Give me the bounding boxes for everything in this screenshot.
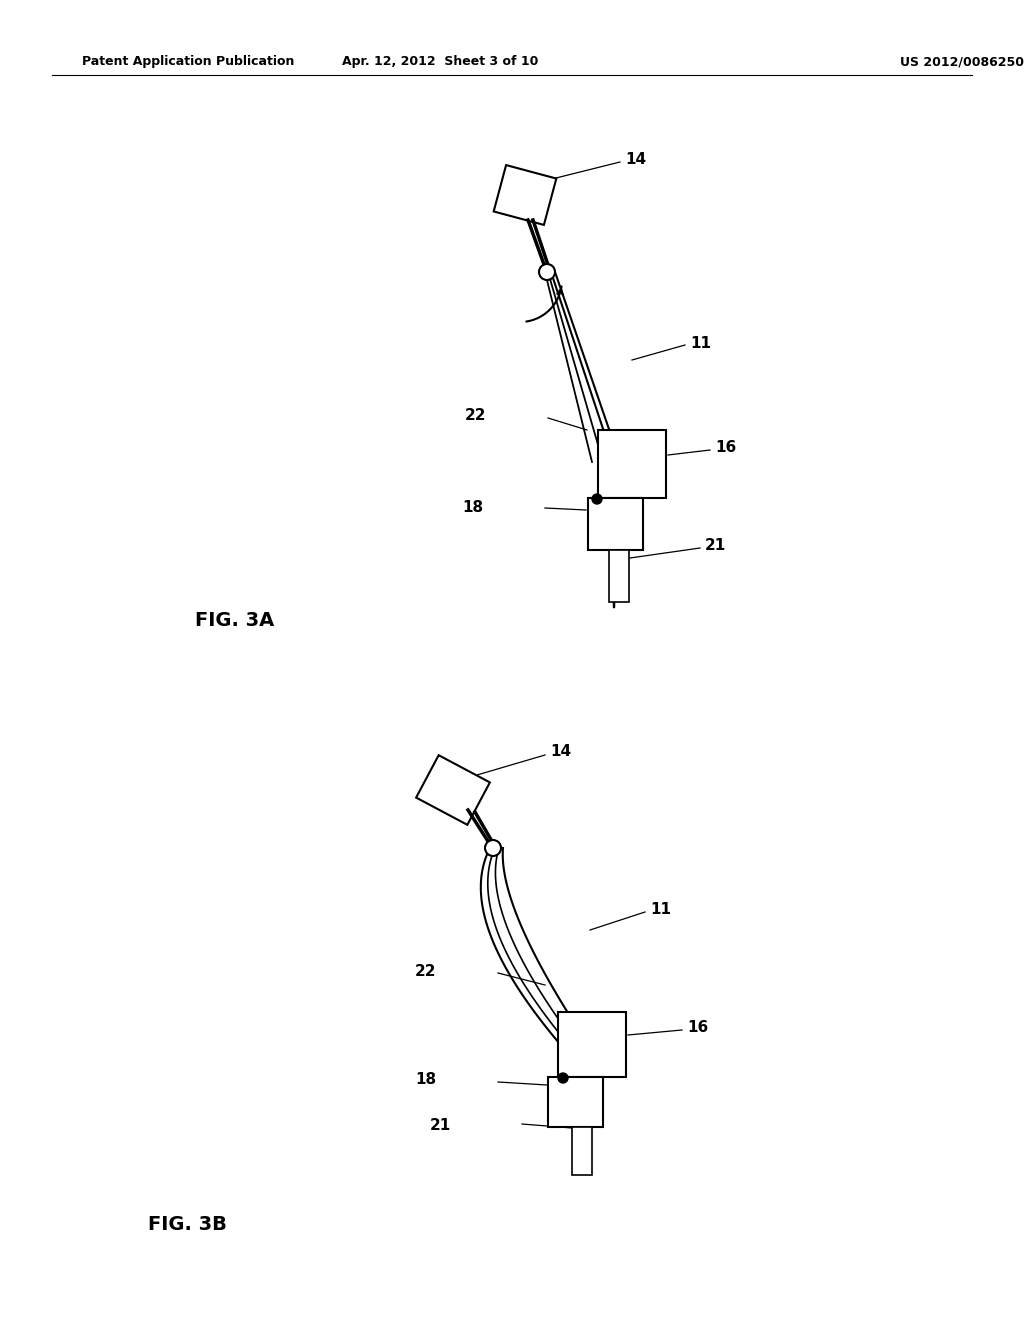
Text: 18: 18 — [462, 499, 483, 515]
Bar — [416, 755, 489, 825]
Text: FIG. 3A: FIG. 3A — [195, 610, 274, 630]
Circle shape — [485, 840, 501, 855]
Text: 11: 11 — [690, 335, 711, 351]
Bar — [494, 165, 556, 224]
Text: 22: 22 — [415, 965, 436, 979]
Text: 11: 11 — [650, 903, 671, 917]
Bar — [548, 1077, 603, 1127]
Text: 16: 16 — [715, 441, 736, 455]
Text: 18: 18 — [415, 1072, 436, 1088]
Text: Patent Application Publication: Patent Application Publication — [82, 55, 294, 69]
Text: 16: 16 — [687, 1020, 709, 1035]
Text: US 2012/0086250 A1: US 2012/0086250 A1 — [900, 55, 1024, 69]
Text: Apr. 12, 2012  Sheet 3 of 10: Apr. 12, 2012 Sheet 3 of 10 — [342, 55, 539, 69]
Text: FIG. 3B: FIG. 3B — [148, 1216, 227, 1234]
Bar — [572, 1127, 592, 1175]
Bar — [558, 1012, 626, 1077]
Bar — [609, 550, 629, 602]
Bar — [598, 430, 666, 498]
Circle shape — [558, 1073, 568, 1082]
Circle shape — [539, 264, 555, 280]
Text: 22: 22 — [465, 408, 486, 422]
Text: 21: 21 — [430, 1118, 452, 1133]
Text: 21: 21 — [705, 539, 726, 553]
Text: 14: 14 — [550, 744, 571, 759]
Bar — [588, 498, 643, 550]
Circle shape — [592, 494, 602, 504]
Text: 14: 14 — [625, 153, 646, 168]
